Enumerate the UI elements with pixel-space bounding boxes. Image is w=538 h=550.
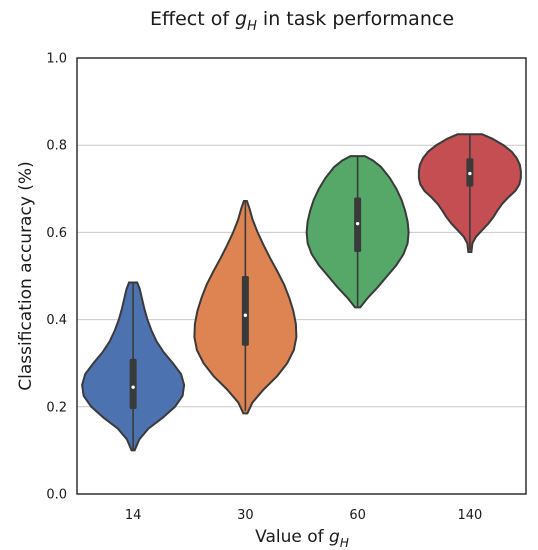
x-tick-label: 140 — [457, 508, 482, 523]
violin-iqr-box — [130, 359, 137, 409]
y-axis-label: Classification accuracy (%) — [16, 161, 36, 390]
violin-14 — [82, 283, 184, 451]
x-axis-label: Value of gH — [255, 527, 349, 550]
x-label-variable: g — [329, 527, 340, 547]
title-variable: g — [235, 8, 247, 30]
title-suffix: in task performance — [257, 8, 454, 30]
y-tick-label: 0.0 — [46, 488, 67, 503]
y-tick-label: 0.6 — [46, 226, 67, 241]
violin-median-dot — [468, 172, 471, 175]
x-label-prefix: Value of — [255, 527, 329, 547]
chart-title: Effect of gH in task performance — [150, 8, 454, 34]
x-tick-label: 60 — [349, 508, 366, 523]
violins — [82, 134, 521, 450]
violin-median-dot — [244, 314, 247, 317]
y-tick-label: 0.8 — [46, 139, 67, 154]
title-prefix: Effect of — [150, 8, 235, 30]
x-label-subscript: H — [340, 536, 349, 550]
x-tick-labels: 14 30 60 140 — [125, 508, 482, 523]
y-tick-label: 0.2 — [46, 400, 67, 415]
y-tick-label: 0.4 — [46, 313, 67, 328]
violin-140 — [419, 134, 521, 252]
x-tick-label: 14 — [125, 508, 142, 523]
violin-60 — [307, 156, 409, 307]
violin-median-dot — [356, 222, 359, 225]
title-subscript: H — [247, 19, 257, 34]
violin-median-dot — [131, 385, 134, 388]
violin-iqr-box — [242, 276, 249, 346]
x-tick-label: 30 — [237, 508, 254, 523]
y-tick-labels: 0.0 0.2 0.4 0.6 0.8 1.0 — [46, 52, 67, 503]
y-tick-label: 1.0 — [46, 52, 67, 67]
